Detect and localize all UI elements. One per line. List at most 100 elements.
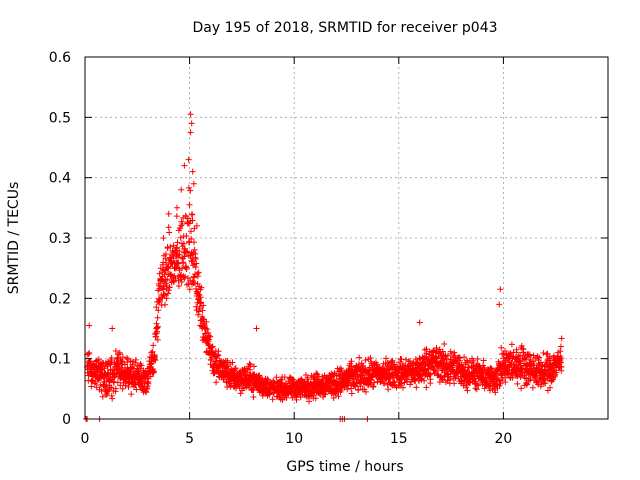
data-point xyxy=(330,395,337,401)
data-point xyxy=(237,390,244,397)
data-point xyxy=(493,372,500,379)
data-point xyxy=(540,350,547,356)
data-point xyxy=(154,336,161,343)
data-point xyxy=(501,357,508,364)
data-point xyxy=(492,389,499,396)
data-point xyxy=(213,379,220,386)
data-point xyxy=(551,352,557,359)
data-point xyxy=(348,390,355,397)
data-point xyxy=(153,304,160,311)
data-point xyxy=(173,244,180,251)
data-point xyxy=(187,187,194,194)
data-point xyxy=(229,359,236,366)
data-point xyxy=(191,246,198,253)
data-point xyxy=(251,363,257,370)
data-point xyxy=(441,341,448,347)
y-tick-label: 0 xyxy=(62,412,71,428)
data-point xyxy=(199,307,206,314)
data-point xyxy=(150,342,157,349)
data-point xyxy=(433,345,440,351)
data-point xyxy=(188,235,195,242)
data-point xyxy=(306,398,312,405)
data-point xyxy=(502,379,509,386)
data-point xyxy=(362,357,369,364)
data-point xyxy=(188,228,194,235)
data-point xyxy=(95,356,102,363)
data-point xyxy=(264,376,271,383)
data-point xyxy=(155,323,161,330)
data-point xyxy=(108,359,115,366)
data-point xyxy=(448,350,454,357)
data-point xyxy=(189,217,196,224)
data-points xyxy=(83,111,565,422)
data-point xyxy=(125,384,132,390)
data-point xyxy=(558,335,565,342)
data-point xyxy=(108,384,115,391)
data-point xyxy=(436,350,443,357)
data-point xyxy=(335,393,342,400)
data-point xyxy=(373,361,380,368)
x-tick-label: 5 xyxy=(185,431,194,447)
data-point xyxy=(132,356,139,363)
data-point xyxy=(396,359,402,366)
data-point xyxy=(204,326,211,333)
data-point xyxy=(174,239,181,246)
data-point xyxy=(179,265,185,272)
data-point xyxy=(117,382,124,389)
data-point xyxy=(198,299,204,306)
data-point xyxy=(176,251,183,258)
data-point xyxy=(173,213,180,220)
data-point xyxy=(384,359,391,366)
data-point xyxy=(389,357,396,364)
data-point xyxy=(293,396,300,403)
data-point xyxy=(185,184,192,191)
data-point xyxy=(214,368,221,375)
data-point xyxy=(518,385,525,392)
data-point xyxy=(348,358,355,365)
data-point xyxy=(474,356,481,362)
data-point xyxy=(192,264,199,271)
y-tick-label: 0.5 xyxy=(49,110,71,126)
x-tick-label: 20 xyxy=(494,431,512,447)
data-point xyxy=(193,260,200,267)
data-point xyxy=(187,277,194,284)
data-point xyxy=(200,302,207,309)
x-tick-label: 15 xyxy=(390,431,408,447)
data-point xyxy=(546,353,553,360)
data-point xyxy=(451,349,458,356)
data-point xyxy=(470,357,477,364)
data-point xyxy=(362,388,369,395)
data-point xyxy=(103,382,110,388)
data-point xyxy=(455,354,462,361)
data-point xyxy=(112,348,119,354)
data-point xyxy=(205,329,212,336)
data-point xyxy=(461,354,468,361)
data-point xyxy=(426,372,433,378)
data-point xyxy=(195,269,202,276)
data-point xyxy=(344,386,351,393)
data-point xyxy=(186,201,193,208)
x-tick-label: 10 xyxy=(285,431,303,447)
data-point xyxy=(498,344,505,351)
data-point xyxy=(418,376,425,383)
data-point xyxy=(431,367,438,374)
y-tick-label: 0.2 xyxy=(49,291,71,307)
data-point xyxy=(162,251,169,258)
data-point xyxy=(188,120,195,127)
data-point xyxy=(165,290,171,297)
data-point xyxy=(480,357,487,364)
y-axis-label: SRMTID / TECUs xyxy=(6,182,22,295)
data-point xyxy=(269,396,276,403)
data-point xyxy=(451,380,458,387)
data-point xyxy=(145,378,152,385)
data-point xyxy=(161,291,168,298)
data-point xyxy=(206,332,213,339)
data-point xyxy=(152,357,159,364)
data-point xyxy=(250,394,257,400)
data-point xyxy=(427,376,434,383)
data-point xyxy=(542,380,549,387)
y-tick-label: 0.3 xyxy=(49,231,71,247)
data-point xyxy=(421,377,428,384)
